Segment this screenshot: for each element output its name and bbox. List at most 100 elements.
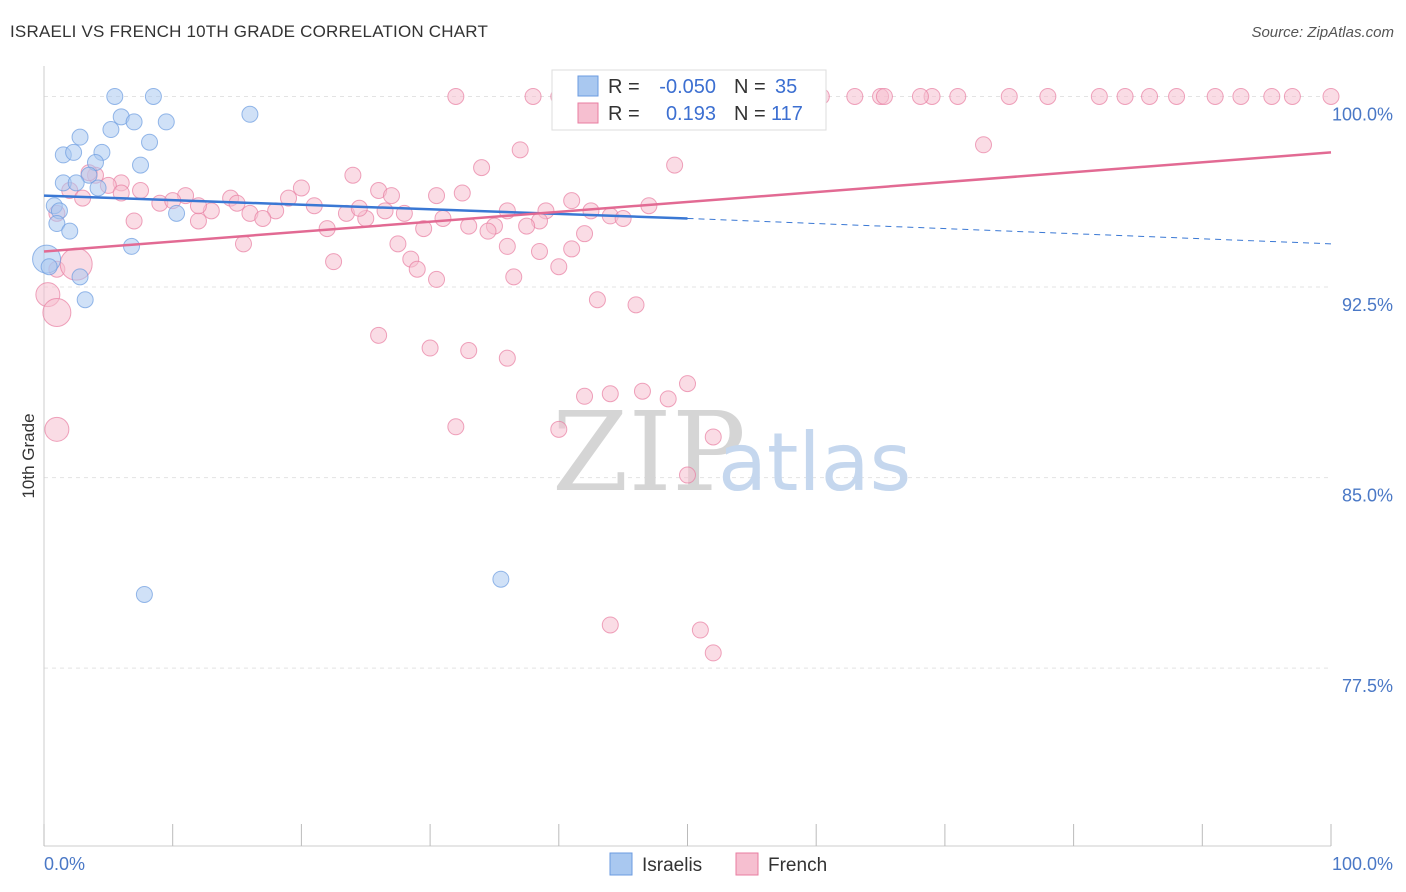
israelis-point [67,174,85,192]
chart-source: Source: ZipAtlas.com [1251,24,1394,41]
points-layer [32,87,1340,662]
french-point [704,644,722,662]
israelis-point [492,570,510,588]
israelis-point [132,156,150,174]
legend-r-value-israelis: -0.050 [659,76,716,98]
legend-swatch-israelis [577,75,599,97]
french-point [254,209,272,227]
french-point [408,260,426,278]
french-point [666,156,684,174]
french-point [975,136,993,154]
legend-n-value-french: 117 [771,103,803,125]
french-point [1283,87,1301,105]
french-point [344,166,362,184]
french-point [550,420,568,438]
legend-n-label-israelis: N = [734,76,766,98]
legend-swatch-french [577,102,599,124]
french-point [704,428,722,446]
french-point [447,418,465,436]
israelis-point [106,87,124,105]
bottom-legend-swatch-french [735,852,759,876]
french-point [428,187,446,205]
french-point [846,87,864,105]
french-point [1168,87,1186,105]
bottom-legend-label-israelis: Israelis [642,855,702,876]
french-point [1206,87,1224,105]
french-point [479,222,497,240]
israelis-point [48,215,66,233]
french-point [1232,87,1250,105]
french-point [125,212,143,230]
french-point [1090,87,1108,105]
french-point [505,268,523,286]
french-point [601,385,619,403]
watermark: ZIP atlas [552,388,911,516]
y-tick-label: 85.0% [1342,486,1393,506]
french-point [234,235,252,253]
israelis-point [241,105,259,123]
french-point [949,87,967,105]
french-point [498,349,516,367]
chart-title: ISRAELI VS FRENCH 10TH GRADE CORRELATION… [10,22,489,41]
french-point [389,235,407,253]
french-point [518,217,536,235]
french-point [415,220,433,238]
french-point [679,466,696,484]
french-point [530,242,548,260]
israelis-point [65,143,83,161]
french-point [460,342,478,360]
legend-r-label-israelis: R = [608,76,640,98]
french-point [679,375,696,393]
french-point [447,87,465,105]
trend-layer [43,151,1332,253]
french-point [524,87,542,105]
israelis-point [102,121,120,139]
bottom-legend: Israelis French [609,852,827,876]
french-point [875,87,893,105]
bottom-legend-swatch-israelis [609,852,633,876]
french-point [460,217,478,235]
french-point [1039,87,1057,105]
israelis-trend-extension [687,217,1332,245]
french-point [1116,87,1134,105]
israelis-point [61,222,79,240]
french-point [550,258,568,276]
french-point [473,159,491,177]
french-point [325,253,343,271]
legend-r-label-french: R = [608,103,640,125]
xtick-layer: 0.0% 100.0% [44,854,1393,874]
y-axis-label: 10th Grade [19,413,38,498]
legend-n-label-french: N = [734,103,766,125]
french-trend-line [43,151,1332,253]
y-tick-label: 100.0% [1332,104,1393,124]
french-point [659,390,677,408]
french-point [292,179,310,197]
french-point [563,192,581,210]
legend-r-value-french: 0.193 [666,103,716,125]
israelis-point [157,113,175,131]
french-point [428,270,446,288]
french-point [1000,87,1018,105]
israelis-point [71,128,89,146]
french-point [376,202,394,220]
french-point [280,189,298,207]
french-point [633,382,651,400]
french-point [1322,87,1340,105]
israelis-point [135,585,153,603]
watermark-zip: ZIP [552,388,746,516]
french-point [563,240,581,258]
french-point [42,297,72,327]
x-tick-label: 0.0% [44,854,85,874]
french-point [350,199,368,217]
french-point [44,416,70,442]
israelis-point [71,268,89,286]
israelis-point [168,204,186,222]
ytick-layer: 100.0% 92.5% 85.0% 77.5% [1332,104,1393,696]
israelis-trend-line [43,194,688,220]
legend-n-value-israelis: 35 [775,76,797,98]
israelis-point [144,87,162,105]
y-tick-label: 92.5% [1342,295,1393,315]
french-point [498,237,516,255]
israelis-point [76,291,94,309]
